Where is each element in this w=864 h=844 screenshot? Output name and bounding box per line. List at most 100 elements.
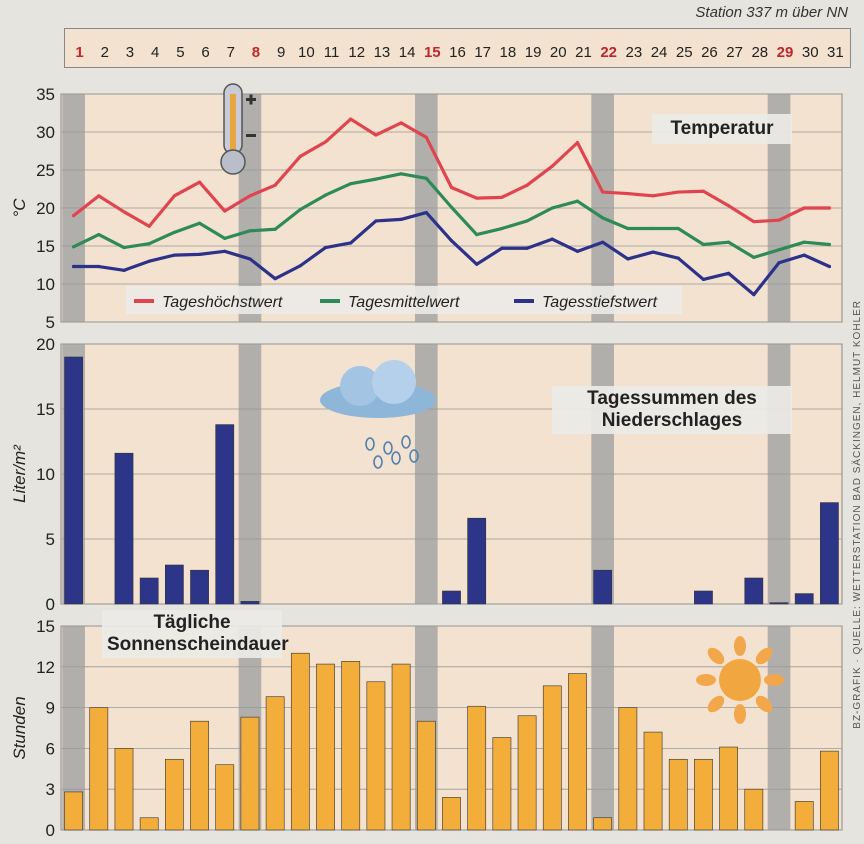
data-point bbox=[147, 259, 151, 263]
data-point bbox=[500, 195, 504, 199]
rain-bar bbox=[820, 502, 839, 605]
data-point bbox=[676, 226, 680, 231]
legend-box bbox=[126, 286, 682, 314]
day-number-1: 1 bbox=[75, 44, 83, 61]
day-number-7: 7 bbox=[227, 44, 235, 61]
legend-label: Tagesstiefstwert bbox=[542, 294, 658, 311]
sun-ray bbox=[707, 647, 725, 665]
sunshine-bar bbox=[316, 663, 335, 831]
data-point bbox=[500, 246, 504, 250]
y-tick-label: 3 bbox=[46, 780, 55, 799]
sun-ray bbox=[755, 695, 773, 713]
y-tick-label: 12 bbox=[36, 658, 55, 677]
thermometer-bulb bbox=[220, 149, 246, 175]
sun-ray bbox=[764, 674, 784, 686]
sunshine-bar bbox=[794, 801, 814, 831]
rain-bar bbox=[215, 424, 235, 605]
y-tick-label: 25 bbox=[36, 161, 55, 180]
y-tick-label: 5 bbox=[46, 530, 55, 549]
data-point bbox=[122, 268, 126, 272]
sunshine-bar bbox=[744, 788, 764, 831]
y-tick-label: 20 bbox=[36, 335, 55, 354]
data-point bbox=[727, 271, 731, 275]
plus-sign bbox=[249, 94, 253, 105]
data-point bbox=[248, 257, 252, 261]
data-point bbox=[172, 230, 176, 234]
data-point bbox=[223, 249, 227, 253]
y-tick-label: 9 bbox=[46, 699, 55, 718]
data-point bbox=[122, 245, 126, 250]
data-point bbox=[827, 206, 832, 210]
day-number-23: 23 bbox=[626, 44, 643, 61]
y-tick-label: 5 bbox=[46, 313, 55, 332]
sunshine-title: Tägliche Sonnenscheindauer bbox=[102, 610, 289, 658]
sunshine-bar bbox=[341, 661, 361, 831]
weekend-band bbox=[591, 626, 614, 830]
sunshine-bar bbox=[517, 715, 537, 831]
sunshine-bar bbox=[643, 731, 663, 831]
day-number-9: 9 bbox=[277, 44, 285, 61]
data-point bbox=[97, 264, 101, 269]
data-point bbox=[701, 189, 706, 193]
sunshine-bar bbox=[391, 663, 411, 831]
data-point bbox=[575, 199, 580, 203]
day-number-strip bbox=[64, 28, 851, 68]
rain-bar bbox=[240, 601, 260, 605]
y-axis-label: Stunden bbox=[10, 696, 29, 759]
day-number-2: 2 bbox=[101, 44, 109, 61]
day-number-10: 10 bbox=[298, 44, 315, 61]
data-point bbox=[298, 154, 302, 158]
data-point bbox=[248, 229, 252, 233]
data-point bbox=[323, 193, 328, 197]
data-point bbox=[248, 194, 252, 198]
data-point bbox=[727, 240, 731, 244]
data-point bbox=[601, 190, 605, 194]
sunshine-bar bbox=[114, 748, 134, 831]
data-point bbox=[550, 237, 554, 241]
sunshine-bar bbox=[89, 707, 109, 831]
data-point bbox=[122, 210, 126, 214]
sun-ray bbox=[755, 647, 773, 665]
day-number-6: 6 bbox=[201, 44, 209, 61]
sun-disc bbox=[719, 659, 761, 701]
y-tick-label: 20 bbox=[36, 199, 55, 218]
sunshine-bar bbox=[240, 716, 260, 831]
rain-drop bbox=[365, 437, 375, 451]
data-point bbox=[172, 253, 176, 257]
y-tick-label: 10 bbox=[36, 465, 55, 484]
sunshine-bar bbox=[719, 746, 738, 831]
rain-cloud-icon bbox=[320, 360, 436, 469]
y-tick-label: 0 bbox=[46, 821, 55, 840]
data-point bbox=[298, 264, 302, 268]
sun-ray bbox=[734, 704, 746, 724]
y-axis-label: Liter/m² bbox=[10, 444, 29, 503]
day-number-24: 24 bbox=[651, 44, 668, 61]
day-number-28: 28 bbox=[751, 44, 768, 61]
sunshine-bar bbox=[190, 720, 209, 831]
day-number-18: 18 bbox=[500, 44, 517, 61]
data-point bbox=[626, 191, 630, 196]
data-point bbox=[71, 245, 76, 249]
rain-bar bbox=[744, 577, 764, 605]
data-point bbox=[71, 214, 76, 218]
day-number-29: 29 bbox=[777, 44, 794, 61]
data-point bbox=[399, 172, 403, 176]
sunshine-bar bbox=[467, 705, 487, 831]
sunshine-bar bbox=[593, 817, 613, 831]
data-point bbox=[752, 293, 756, 297]
data-point bbox=[399, 121, 403, 125]
data-point bbox=[651, 226, 655, 231]
sunshine-bar bbox=[366, 681, 386, 831]
data-point bbox=[97, 194, 101, 198]
data-point bbox=[424, 210, 428, 215]
day-number-17: 17 bbox=[474, 44, 491, 61]
data-point bbox=[701, 242, 706, 247]
data-point bbox=[172, 194, 176, 198]
day-number-8: 8 bbox=[252, 44, 260, 61]
y-tick-label: 30 bbox=[36, 123, 55, 142]
data-point bbox=[777, 261, 781, 265]
rain-drop bbox=[373, 455, 383, 469]
rain-drop bbox=[383, 441, 393, 455]
data-point bbox=[676, 256, 680, 260]
